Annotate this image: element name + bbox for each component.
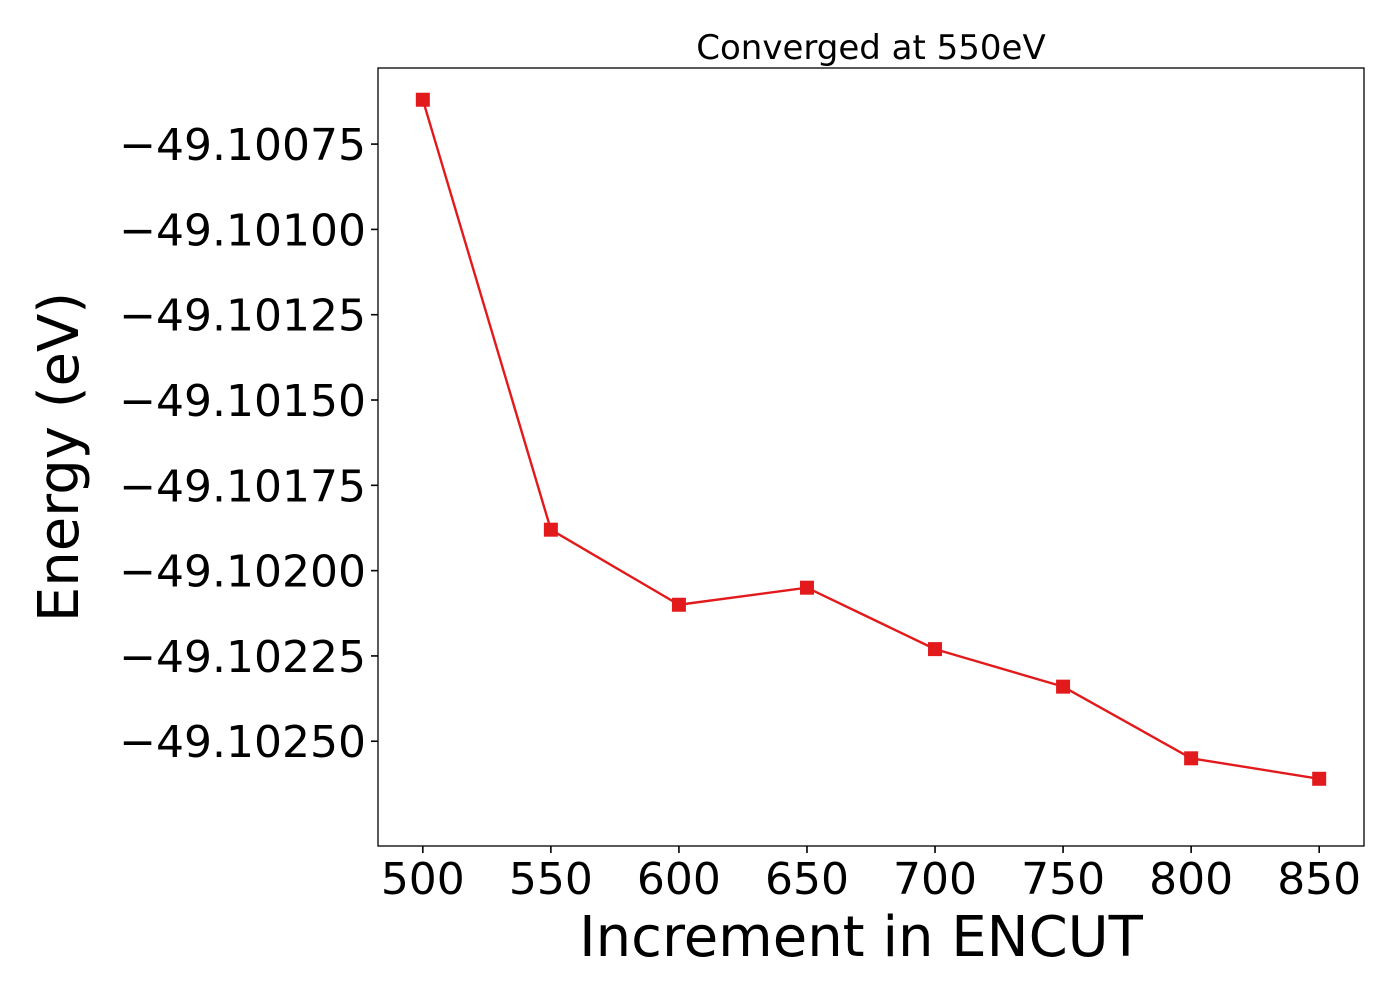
x-tick-label: 850 bbox=[1277, 854, 1361, 905]
data-point-marker bbox=[543, 522, 558, 537]
y-tick-label: −49.10175 bbox=[119, 461, 366, 512]
x-tick-label: 550 bbox=[509, 854, 593, 905]
x-tick-label: 800 bbox=[1149, 854, 1233, 905]
x-tick-label: 500 bbox=[381, 854, 465, 905]
y-tick-label: −49.10100 bbox=[119, 205, 366, 256]
x-tick-label: 700 bbox=[893, 854, 977, 905]
series-line bbox=[421, 99, 1320, 780]
y-tick-label: −49.10150 bbox=[119, 376, 366, 427]
data-point-marker bbox=[1312, 771, 1327, 786]
plot-area: −49.10075 −49.10100 −49.10125 −49.10150 −49.… bbox=[119, 92, 1361, 905]
x-tick-label: 600 bbox=[637, 854, 721, 905]
data-point-marker bbox=[799, 580, 814, 595]
y-axis-label: Energy (eV) bbox=[27, 292, 92, 622]
data-point-marker bbox=[1056, 679, 1071, 694]
y-tick-label: −49.10125 bbox=[119, 291, 366, 342]
data-point-marker bbox=[415, 92, 430, 107]
y-tick-label: −49.10250 bbox=[119, 717, 366, 768]
data-point-marker bbox=[928, 642, 943, 657]
y-tick-label: −49.10225 bbox=[119, 632, 366, 683]
data-point-marker bbox=[671, 597, 686, 612]
axes-frame bbox=[377, 67, 1365, 847]
chart-title: Converged at 550eV bbox=[696, 28, 1045, 68]
x-tick-label: 750 bbox=[1021, 854, 1105, 905]
y-tick-label: −49.10075 bbox=[119, 120, 366, 171]
x-axis-label: Increment in ENCUT bbox=[579, 905, 1144, 970]
data-point-marker bbox=[1184, 751, 1199, 766]
y-tick-label: −49.10200 bbox=[119, 547, 366, 598]
x-tick-label: 650 bbox=[765, 854, 849, 905]
